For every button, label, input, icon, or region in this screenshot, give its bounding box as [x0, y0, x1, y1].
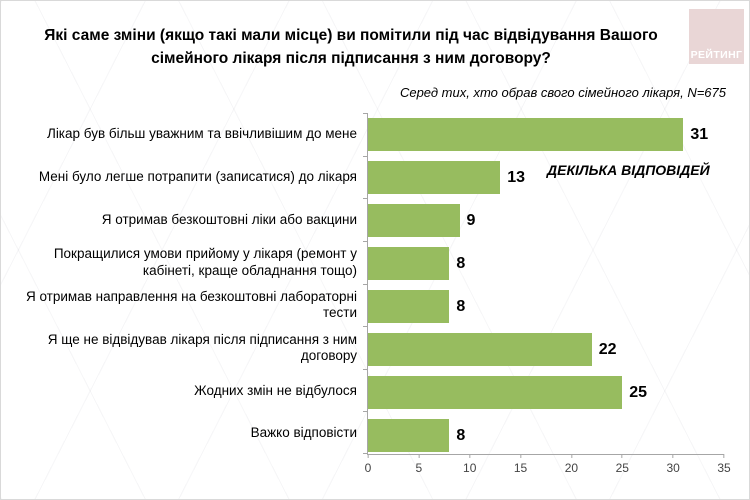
bar[interactable]	[368, 290, 450, 323]
x-tick-mark	[520, 454, 522, 458]
chart-title: Які саме зміни (якщо такі мали місце) ви…	[44, 27, 658, 67]
bar-value-label: 8	[456, 297, 466, 315]
plot-area: 0 5 10 15 20 25 30 35 31 13 9 8 8 22 25 8	[363, 113, 731, 475]
bar[interactable]	[368, 419, 450, 452]
x-axis-tick: 0	[364, 454, 372, 475]
bar[interactable]	[368, 333, 592, 366]
y-axis-tick	[363, 155, 368, 157]
bar-value-label: 8	[456, 426, 466, 444]
bar[interactable]	[368, 204, 460, 237]
bar-value-label: 8	[456, 254, 466, 272]
bar-chart: Лікар був більш уважним та ввічливішим д…	[11, 113, 731, 475]
multiple-answers-note: ДЕКІЛЬКА ВІДПОВІДЕЙ	[547, 162, 710, 178]
y-axis-tick	[363, 411, 368, 413]
category-label: Покращилися умови прийому у лікаря (ремо…	[53, 246, 357, 278]
bar-value-label: 25	[629, 383, 648, 401]
x-tick-mark	[723, 454, 725, 458]
category-labels: Лікар був більш уважним та ввічливішим д…	[11, 113, 367, 455]
bar-row: 8	[368, 414, 724, 457]
y-axis-tick	[363, 240, 368, 242]
x-axis-tick: 5	[415, 454, 423, 475]
y-axis-tick	[363, 198, 368, 200]
bar-row: 22	[368, 328, 724, 371]
x-axis-tick: 10	[463, 454, 476, 475]
category-label: Я отримав направлення на безкоштовні лаб…	[25, 288, 357, 321]
category-label: Лікар був більш уважним та ввічливішим д…	[46, 126, 357, 142]
rating-logo-text: РЕЙТИНГ	[690, 48, 743, 61]
x-axis-tick: 35	[717, 454, 731, 475]
x-tick-label: 10	[463, 461, 477, 475]
bar-row: 8	[368, 285, 724, 328]
x-axis-tick: 20	[565, 454, 578, 475]
x-tick-mark	[418, 454, 420, 458]
bar-row: 9	[368, 199, 724, 242]
category-label: Я ще не відвідував лікаря після підписан…	[47, 331, 357, 364]
bar-row: 13	[368, 156, 724, 199]
x-tick-label: 20	[564, 461, 579, 475]
x-tick-mark	[367, 454, 369, 458]
bar[interactable]	[368, 161, 501, 194]
bar-value-label: 9	[466, 211, 476, 229]
y-axis-tick	[363, 113, 368, 114]
bar-row: 8	[368, 242, 724, 285]
x-tick-label: 30	[666, 461, 680, 475]
x-tick-label: 0	[364, 461, 372, 475]
bar-value-label: 31	[690, 125, 709, 143]
x-tick-mark	[469, 454, 471, 458]
y-axis-tick	[363, 283, 368, 285]
category-label: Важко відповісти	[250, 425, 357, 441]
bar[interactable]	[368, 118, 684, 151]
x-tick-label: 35	[717, 461, 731, 475]
x-tick-mark	[672, 454, 674, 458]
x-axis-tick: 15	[514, 454, 527, 475]
x-tick-label: 25	[615, 461, 629, 475]
y-axis-tick	[363, 326, 368, 328]
x-axis-tick: 30	[666, 454, 680, 475]
bar[interactable]	[368, 376, 623, 409]
x-axis: 0 5 10 15 20 25 30 35	[364, 454, 731, 484]
chart-subtitle: Серед тих, хто обрав свого сімейного лік…	[399, 85, 726, 100]
x-tick-label: 5	[415, 461, 423, 475]
x-axis-tick: 25	[616, 454, 629, 475]
x-tick-mark	[570, 454, 572, 458]
bar-row: 31	[368, 113, 724, 156]
x-tick-label: 15	[513, 461, 528, 475]
y-axis-tick	[363, 368, 368, 370]
bar-value-label: 13	[507, 168, 526, 186]
y-axis-tick	[363, 453, 368, 454]
bar-row: 25	[368, 371, 724, 414]
bar[interactable]	[368, 247, 450, 280]
category-label: Жодних змін не відбулося	[194, 382, 357, 398]
category-label: Я отримав безкоштовні ліки або вакцини	[101, 211, 357, 227]
category-label: Мені було легше потрапити (записатися) д…	[38, 168, 357, 184]
rating-logo: РЕЙТИНГ	[689, 9, 744, 64]
bar-value-label: 22	[598, 340, 617, 358]
x-tick-mark	[621, 454, 623, 458]
